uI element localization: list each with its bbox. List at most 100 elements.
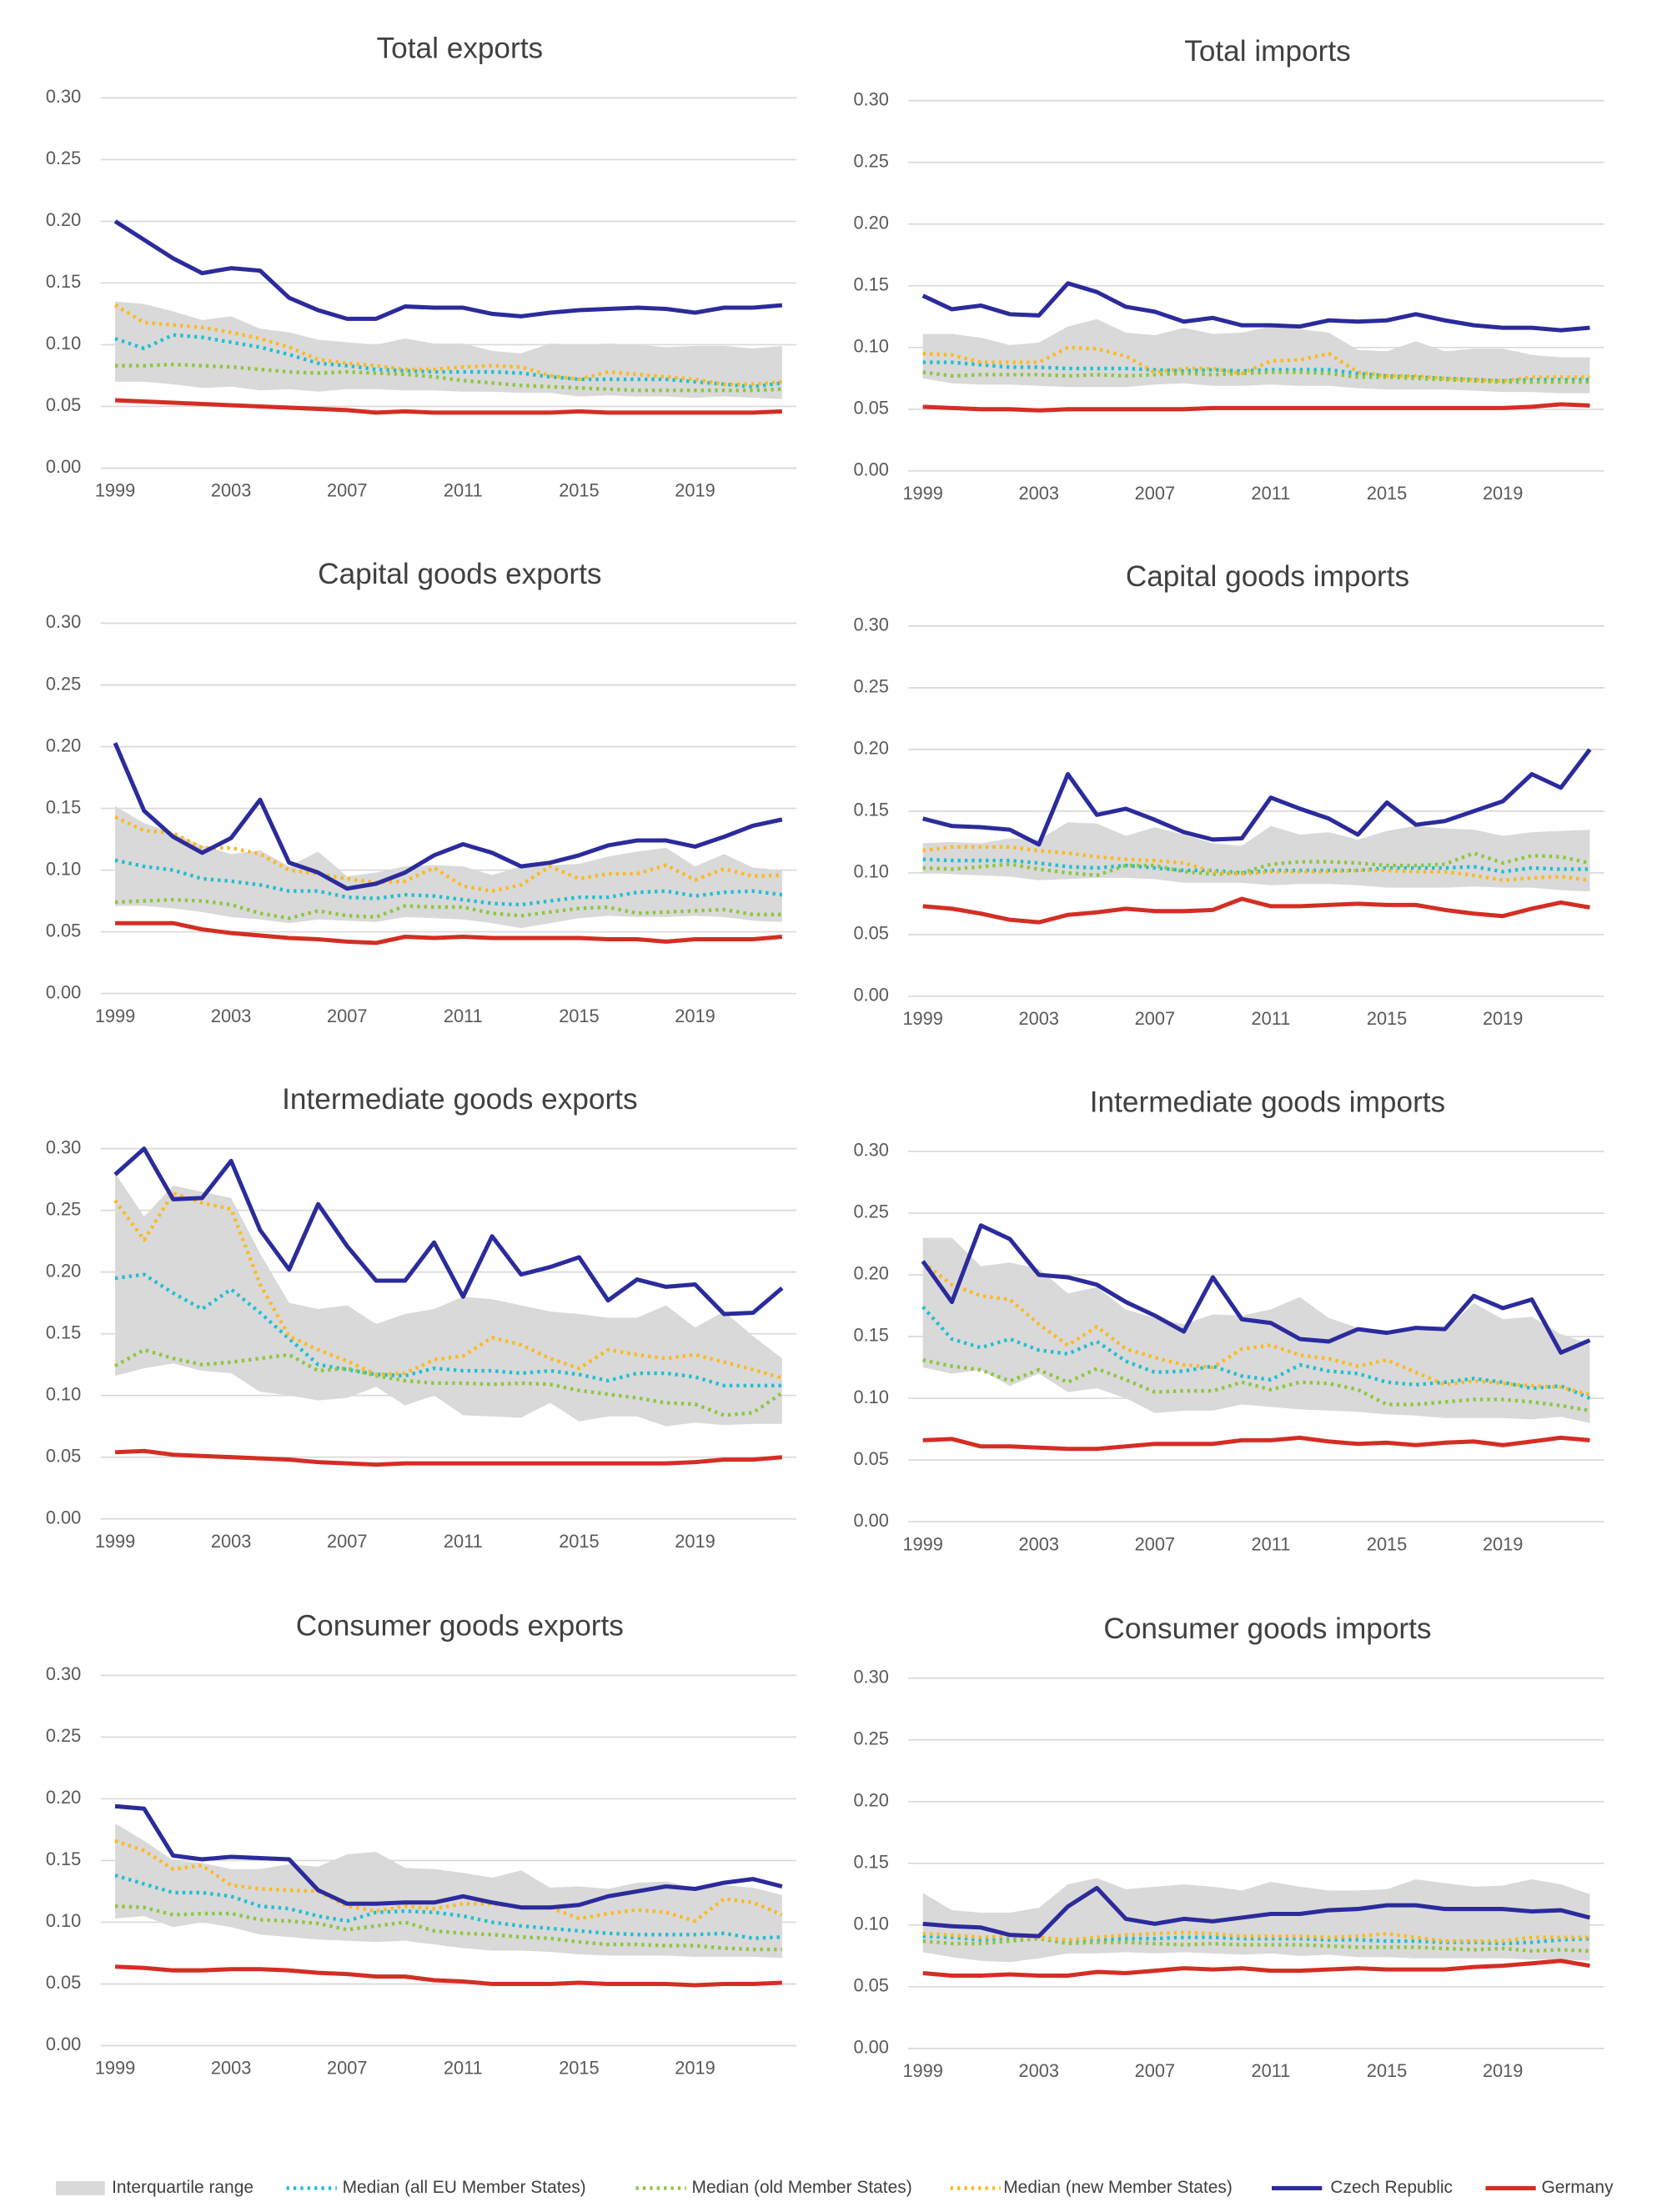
x-tick-label: 2019 [675, 1006, 715, 1026]
y-tick-label: 0.25 [853, 1201, 888, 1222]
y-tick-label: 0.30 [853, 88, 888, 109]
chart-title: Intermediate goods imports [1090, 1086, 1445, 1118]
y-tick-label: 0.25 [853, 1728, 888, 1749]
panel: Total imports 0.00 0.05 0.10 0.15 0.20 0.25 0.3… [853, 35, 1604, 504]
y-tick-label: 0.25 [853, 151, 888, 172]
y-tick-label: 0.20 [46, 1260, 81, 1281]
x-tick-label: 2003 [211, 1006, 251, 1026]
iqr-band [115, 301, 782, 399]
x-tick-label: 2019 [1483, 483, 1523, 504]
iqr-band [922, 1237, 1590, 1423]
y-tick-label: 0.25 [46, 1725, 81, 1746]
series-line [113, 303, 783, 386]
iqr-band [115, 1173, 782, 1427]
y-tick-label: 0.15 [853, 800, 888, 820]
x-tick-label: 2007 [327, 1531, 367, 1552]
iqr-band [115, 1823, 782, 1959]
legend-label: Median (old Member States) [692, 2178, 912, 2197]
y-tick-label: 0.15 [46, 796, 81, 817]
y-tick-label: 0.25 [853, 676, 888, 697]
x-tick-label: 2011 [444, 1006, 483, 1026]
chart-title: Capital goods exports [318, 558, 601, 590]
y-tick-label: 0.05 [46, 394, 81, 415]
x-tick-label: 2003 [1019, 483, 1059, 504]
x-tick-label: 2015 [559, 2058, 599, 2079]
x-tick-label: 2003 [211, 480, 251, 501]
series-line [922, 845, 1590, 882]
y-tick-label: 0.20 [853, 738, 888, 759]
y-tick-label: 0.25 [46, 1198, 81, 1219]
legend-label: Interquartile range [112, 2178, 254, 2197]
series-line [114, 1964, 782, 1988]
x-tick-label: 2011 [444, 2058, 483, 2079]
x-tick-label: 2011 [1252, 483, 1291, 504]
iqr-band [922, 822, 1590, 892]
x-tick-label: 2015 [559, 1006, 599, 1026]
series-line [922, 1885, 1591, 1939]
series-line [921, 1223, 1591, 1355]
y-tick-label: 0.30 [46, 1136, 81, 1157]
x-tick-label: 2003 [211, 2058, 251, 2079]
x-tick-label: 1999 [902, 483, 942, 504]
series-line [114, 1904, 782, 1952]
chart-title: Consumer goods exports [296, 1610, 624, 1643]
chart-title: Capital goods imports [1126, 560, 1409, 593]
y-tick-label: 0.05 [853, 1448, 888, 1469]
y-tick-label: 0.10 [853, 336, 888, 357]
y-tick-label: 0.20 [853, 213, 888, 233]
y-tick-label: 0.00 [853, 985, 888, 1006]
series-line [922, 345, 1590, 383]
panel: Intermediate goods imports 0.00 0.05 0.10 0.… [853, 1086, 1604, 1554]
legend: Interquartile range Median (all EU Member… [56, 2178, 1614, 2197]
y-tick-label: 0.10 [853, 1387, 888, 1407]
x-tick-label: 2011 [444, 1531, 483, 1552]
series-line [921, 1306, 1591, 1401]
chart-title: Total imports [1184, 35, 1350, 68]
series-line [115, 920, 783, 945]
y-tick-label: 0.30 [46, 611, 81, 632]
y-tick-label: 0.30 [46, 86, 81, 107]
y-tick-label: 0.15 [46, 271, 81, 292]
chart-title: Intermediate goods exports [282, 1083, 637, 1116]
series-line [114, 815, 782, 893]
y-tick-label: 0.00 [853, 2037, 888, 2058]
y-tick-label: 0.10 [853, 1914, 888, 1934]
y-tick-label: 0.15 [46, 1848, 81, 1869]
x-tick-label: 2015 [559, 480, 599, 501]
y-tick-label: 0.30 [853, 614, 888, 635]
y-tick-label: 0.00 [853, 459, 888, 480]
legend-label: Germany [1541, 2178, 1614, 2197]
y-tick-label: 0.25 [46, 148, 81, 168]
y-tick-label: 0.20 [46, 735, 81, 755]
series-line [114, 1838, 783, 1924]
series-line [113, 1191, 783, 1381]
y-tick-label: 0.00 [46, 2034, 81, 2054]
series-line [922, 896, 1590, 925]
panel: Consumer goods exports 0.00 0.05 0.10 0.15 0.… [46, 1610, 797, 2079]
x-tick-label: 2011 [1252, 2060, 1291, 2081]
y-tick-label: 0.30 [46, 1663, 81, 1684]
legend-label: Median (all EU Member States) [343, 2178, 586, 2197]
series-line [922, 748, 1592, 847]
series-line [114, 1272, 782, 1388]
y-tick-label: 0.20 [46, 209, 81, 230]
y-tick-label: 0.05 [46, 1972, 81, 1993]
x-tick-label: 2015 [559, 1531, 599, 1552]
y-tick-label: 0.10 [46, 1383, 81, 1404]
legend-label: Czech Republic [1330, 2178, 1453, 2197]
panel: Capital goods imports 0.00 0.05 0.10 0.15 0.2… [853, 560, 1604, 1029]
series-line [114, 1873, 782, 1940]
x-tick-label: 1999 [95, 1006, 135, 1026]
x-tick-label: 2011 [1252, 1533, 1291, 1554]
x-tick-label: 2007 [327, 2058, 367, 2079]
x-tick-label: 2015 [1367, 2060, 1407, 2081]
iqr-band [922, 319, 1590, 394]
y-tick-label: 0.05 [853, 923, 888, 944]
series-line [113, 742, 783, 891]
series-line [921, 281, 1590, 333]
y-tick-label: 0.05 [46, 920, 81, 940]
y-tick-label: 0.20 [853, 1790, 888, 1811]
y-tick-label: 0.10 [46, 333, 81, 354]
x-tick-label: 1999 [902, 2060, 942, 2081]
y-tick-label: 0.05 [853, 1975, 888, 1996]
